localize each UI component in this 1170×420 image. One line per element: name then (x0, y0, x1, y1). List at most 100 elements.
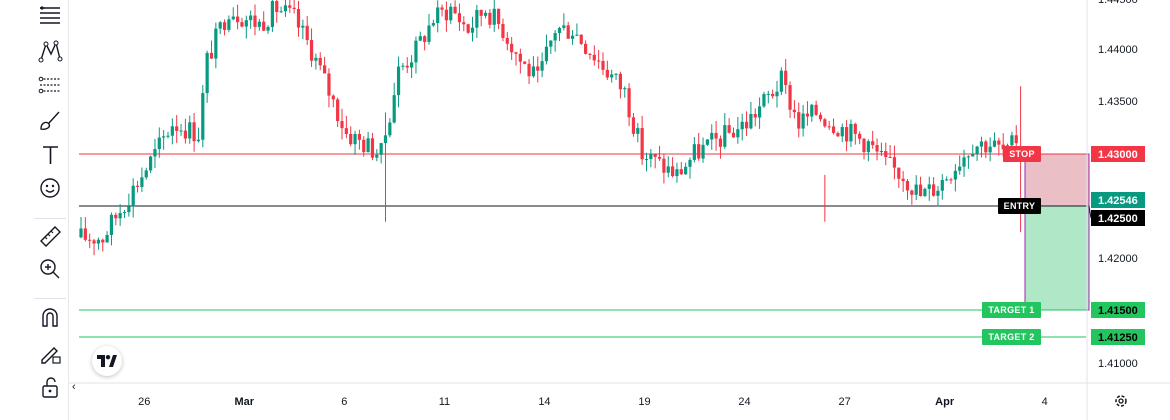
candle (344, 115, 348, 139)
candle-body (949, 179, 953, 181)
candle (149, 155, 153, 174)
candle-body (805, 113, 810, 117)
candle-body (905, 181, 910, 191)
candle-body (827, 126, 831, 128)
candle (122, 209, 127, 218)
candle-body (814, 104, 818, 115)
candle-body (784, 70, 788, 86)
candle-body (975, 146, 979, 155)
candle-body (423, 36, 427, 42)
candle-body (396, 66, 401, 96)
candle (240, 17, 244, 28)
candle-body (631, 117, 636, 134)
candle-body (701, 144, 705, 159)
candle (288, 0, 292, 13)
magnet-icon[interactable] (32, 302, 68, 332)
target1-tag-bg (982, 302, 1041, 318)
candle-body (453, 6, 457, 14)
tradingview-logo-icon[interactable] (92, 346, 122, 376)
stop-tag-bg (1003, 146, 1041, 162)
brush-icon[interactable] (32, 105, 68, 135)
candle (570, 30, 575, 45)
candle-body (579, 34, 583, 44)
candle-body (405, 65, 409, 68)
candle (283, 0, 288, 17)
candle-body (936, 190, 940, 196)
candle (79, 216, 83, 239)
candle (357, 129, 361, 150)
ruler-icon[interactable] (32, 221, 68, 251)
candle-body (644, 159, 649, 161)
candle-body (910, 190, 914, 195)
candle-body (236, 16, 240, 23)
candle-body (222, 22, 227, 30)
candle-body (971, 154, 975, 157)
candle (497, 8, 501, 30)
lines-icon[interactable] (32, 0, 68, 30)
candle-body (875, 145, 879, 152)
candle-body (992, 140, 997, 147)
zoom-icon[interactable] (32, 254, 68, 284)
candle-body (614, 73, 618, 75)
candle-body (270, 1, 274, 27)
stop-tag: STOP (1003, 146, 1041, 162)
candle (618, 71, 622, 99)
candle (958, 155, 962, 175)
candle (527, 59, 531, 85)
unlock-icon[interactable] (32, 372, 68, 402)
candle-body (192, 122, 196, 142)
candle (96, 237, 100, 250)
candle (614, 73, 618, 80)
current-price-label: 1.42546 (1091, 192, 1145, 208)
candle (214, 22, 218, 69)
scroll-left-icon[interactable]: ‹ (72, 381, 76, 393)
candle (431, 19, 435, 27)
candle-body (601, 60, 605, 70)
candle-body (370, 138, 375, 158)
candle-body (871, 141, 875, 146)
candle (575, 23, 579, 37)
candle (479, 9, 483, 27)
candle-body (140, 177, 144, 187)
candle (836, 131, 840, 137)
candle (918, 176, 923, 197)
candle (845, 120, 849, 152)
candle-body (575, 34, 579, 36)
horizontal-lines (79, 153, 1086, 338)
candle-body (135, 185, 140, 187)
candle (236, 4, 240, 30)
target-zone (1025, 206, 1089, 310)
candle-body (262, 21, 266, 31)
candle (327, 68, 331, 108)
text-icon[interactable] (32, 140, 68, 170)
x-tick-label: Mar (235, 396, 255, 408)
candle-body (109, 214, 114, 235)
candle (557, 26, 562, 41)
settings-gear-icon[interactable] (1110, 390, 1132, 412)
candle (988, 137, 992, 162)
candle (318, 52, 322, 71)
target2-price-label-bg (1091, 329, 1145, 345)
candle (540, 52, 544, 78)
emoji-icon[interactable] (32, 173, 68, 203)
candle-body (758, 106, 762, 118)
candle-body (684, 166, 688, 175)
candle-body (836, 132, 840, 137)
pattern-icon[interactable] (32, 36, 68, 66)
drawing-toolbar (0, 0, 69, 420)
x-tick-label: 6 (341, 396, 347, 408)
candle-body (440, 7, 444, 10)
fib-icon[interactable] (32, 70, 68, 100)
candle (301, 19, 305, 40)
candle (340, 108, 344, 140)
candle-body (566, 25, 570, 39)
candle-body (775, 91, 779, 97)
candle-body (418, 36, 422, 41)
candle-body (688, 159, 692, 167)
candle-body (958, 166, 962, 171)
lock-draw-icon[interactable] (32, 338, 68, 368)
candle-body (353, 134, 357, 145)
candle (257, 18, 261, 31)
candle-body (118, 212, 122, 219)
